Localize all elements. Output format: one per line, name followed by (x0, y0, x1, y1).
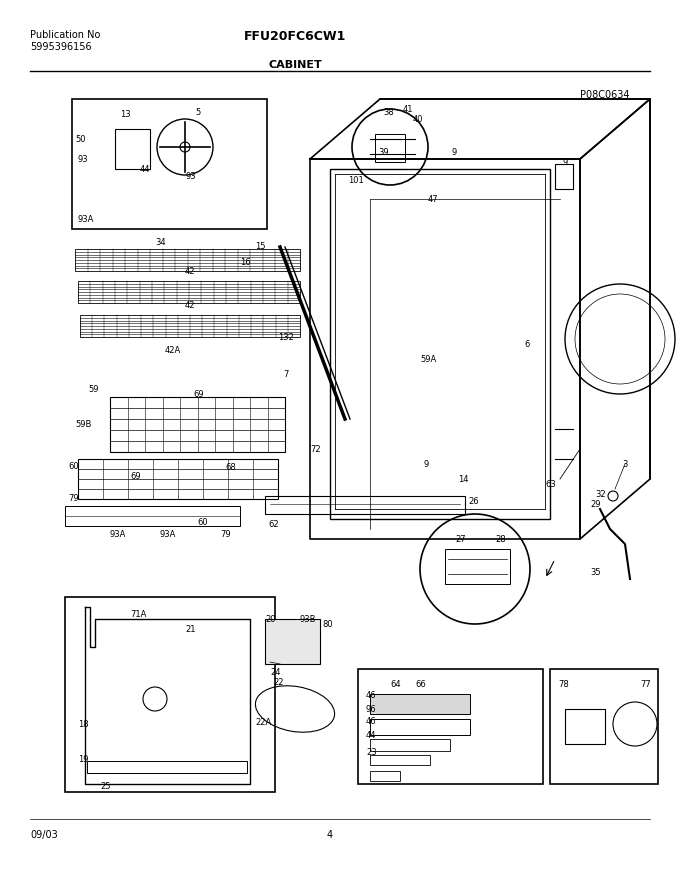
Bar (78, 460, 278, 500)
Text: 41: 41 (403, 105, 413, 114)
Text: 47: 47 (428, 195, 439, 203)
Text: 101: 101 (348, 176, 364, 185)
Bar (72, 100, 267, 229)
Text: 63: 63 (545, 480, 556, 488)
Bar (370, 755, 430, 765)
Text: 59A: 59A (420, 355, 437, 363)
Text: 5: 5 (195, 108, 200, 116)
Text: 59: 59 (88, 385, 99, 394)
Text: 9: 9 (424, 460, 429, 468)
Bar (565, 709, 605, 744)
Text: 22A: 22A (255, 717, 271, 726)
Text: 68: 68 (225, 462, 236, 472)
Text: 46: 46 (366, 716, 377, 725)
Text: 40: 40 (413, 115, 424, 124)
Text: 9: 9 (562, 158, 568, 167)
Text: 59B: 59B (75, 420, 91, 428)
Bar (555, 165, 573, 189)
Bar (265, 496, 465, 514)
Text: 4: 4 (327, 829, 333, 839)
Bar (115, 129, 150, 169)
Text: 42A: 42A (165, 346, 182, 355)
Text: 93: 93 (78, 155, 88, 164)
Text: 78: 78 (558, 680, 568, 688)
Text: 16: 16 (240, 258, 251, 267)
Bar (265, 620, 320, 664)
Text: P08C0634: P08C0634 (580, 90, 630, 100)
Bar (370, 720, 470, 735)
Text: 93B: 93B (300, 614, 316, 623)
Text: 72: 72 (310, 444, 321, 454)
Text: 19: 19 (78, 754, 88, 763)
Text: 64: 64 (390, 680, 401, 688)
Text: 42: 42 (185, 301, 196, 309)
Text: 69: 69 (130, 472, 141, 481)
Text: 42: 42 (185, 267, 196, 275)
Text: 35: 35 (590, 567, 600, 576)
Text: 15: 15 (255, 242, 265, 251)
Bar (330, 169, 550, 520)
Text: 7: 7 (283, 369, 288, 379)
Bar (358, 669, 543, 784)
Text: 93A: 93A (160, 529, 176, 539)
Text: 23: 23 (366, 747, 377, 756)
Text: 60: 60 (197, 517, 207, 527)
Bar (78, 282, 300, 303)
Bar (75, 249, 300, 272)
Text: 132: 132 (278, 333, 294, 342)
Text: 6: 6 (524, 340, 529, 348)
Text: 66: 66 (415, 680, 426, 688)
Text: 69: 69 (193, 389, 203, 399)
Text: 77: 77 (640, 680, 651, 688)
Text: 9: 9 (452, 148, 457, 156)
Bar (370, 694, 470, 714)
Bar (87, 761, 247, 773)
Text: 62: 62 (268, 520, 279, 528)
Bar (375, 135, 405, 163)
Text: 60: 60 (68, 461, 79, 470)
Text: 80: 80 (322, 620, 333, 628)
Text: 14: 14 (458, 474, 469, 483)
Text: 44: 44 (366, 730, 377, 740)
Text: 18: 18 (78, 720, 88, 728)
Text: 24: 24 (270, 667, 280, 676)
Text: FFU20FC6CW1: FFU20FC6CW1 (244, 30, 346, 43)
Text: 32: 32 (595, 489, 606, 499)
Text: Publication No: Publication No (30, 30, 101, 40)
Bar (110, 397, 285, 453)
Text: 93A: 93A (110, 529, 126, 539)
Bar (370, 740, 450, 751)
Text: 71A: 71A (130, 609, 146, 618)
Bar (370, 771, 400, 781)
Text: 96: 96 (366, 704, 377, 713)
Text: 39: 39 (378, 148, 389, 156)
Bar (445, 549, 510, 584)
Bar (550, 669, 658, 784)
Text: 93: 93 (185, 172, 196, 181)
Text: 46: 46 (366, 690, 377, 700)
Text: 44: 44 (140, 165, 150, 174)
Text: 38: 38 (383, 108, 394, 116)
Text: 25: 25 (100, 781, 110, 790)
Text: 09/03: 09/03 (30, 829, 58, 839)
Bar (65, 597, 275, 792)
Text: 22: 22 (273, 677, 284, 687)
Text: 50: 50 (75, 135, 86, 144)
Text: 93A: 93A (77, 215, 93, 223)
Text: CABINET: CABINET (268, 60, 322, 70)
Text: 79: 79 (220, 529, 231, 539)
Text: 26: 26 (468, 496, 479, 506)
Text: 28: 28 (495, 534, 506, 543)
Text: 29: 29 (590, 500, 600, 508)
Text: 21: 21 (185, 624, 196, 634)
Text: 3: 3 (622, 460, 628, 468)
Bar (65, 507, 240, 527)
Text: 27: 27 (455, 534, 466, 543)
Text: 79: 79 (68, 494, 79, 502)
Text: 20: 20 (265, 614, 275, 623)
Text: 34: 34 (155, 238, 166, 247)
Text: 5995396156: 5995396156 (30, 42, 92, 52)
Bar (80, 315, 300, 338)
Text: 13: 13 (120, 109, 131, 119)
